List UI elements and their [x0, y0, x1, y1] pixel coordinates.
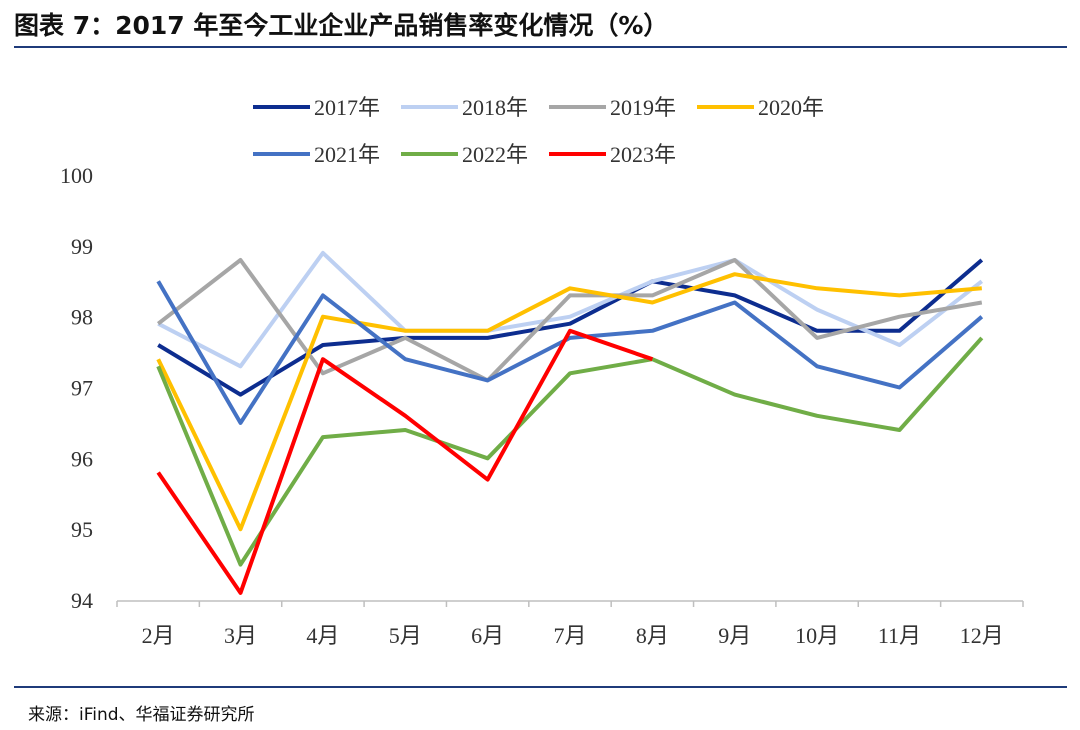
- y-tick-label: 94: [71, 588, 93, 613]
- series-line-2023年: [156, 328, 654, 595]
- line-chart: 94 95 96 97 98 99 100 2月 3月 4月 5月 6月 7月 8月 9月 10月 11月 12…: [60, 95, 1024, 648]
- x-tick-label: 12月: [960, 623, 1004, 648]
- y-tick-label: 97: [71, 376, 93, 401]
- x-tick-label: 4月: [306, 623, 339, 648]
- y-axis-ticks: 94 95 96 97 98 99 100: [60, 163, 93, 613]
- x-tick-label: 3月: [224, 623, 257, 648]
- y-tick-label: 100: [60, 163, 93, 188]
- y-tick-label: 99: [71, 234, 93, 259]
- legend-label: 2018年: [462, 95, 528, 120]
- legend-label: 2017年: [314, 95, 380, 120]
- x-axis: 2月 3月 4月 5月 6月 7月 8月 9月 10月 11月 12月: [116, 600, 1024, 648]
- bottom-rule: [14, 686, 1067, 688]
- x-tick-label: 11月: [878, 623, 921, 648]
- top-rule: [14, 46, 1067, 48]
- legend-label: 2019年: [610, 95, 676, 120]
- y-tick-label: 96: [71, 446, 93, 471]
- x-tick-label: 2月: [142, 623, 175, 648]
- y-tick-label: 95: [71, 517, 93, 542]
- legend-label: 2022年: [462, 142, 528, 167]
- legend-label: 2023年: [610, 142, 676, 167]
- y-tick-label: 98: [71, 305, 93, 330]
- source-note: 来源：iFind、华福证券研究所: [28, 705, 255, 725]
- series-line-2021年: [156, 280, 984, 425]
- x-tick-label: 7月: [553, 623, 586, 648]
- series-line-2020年: [156, 272, 982, 532]
- series-lines: [156, 250, 984, 595]
- x-tick-label: 6月: [471, 623, 504, 648]
- x-tick-label: 9月: [718, 623, 751, 648]
- series-line-2018年: [157, 250, 984, 369]
- x-tick-label: 5月: [389, 623, 422, 648]
- x-tick-label: 10月: [795, 623, 839, 648]
- legend: 2017年 2018年 2019年 2020年 2021年 2022年 2023年: [253, 95, 824, 167]
- series-line-2022年: [156, 336, 984, 567]
- legend-label: 2020年: [758, 95, 824, 120]
- chart-title: 图表 7：2017 年至今工业企业产品销售率变化情况（%）: [14, 11, 669, 40]
- x-tick-label: 8月: [636, 623, 669, 648]
- legend-label: 2021年: [314, 142, 380, 167]
